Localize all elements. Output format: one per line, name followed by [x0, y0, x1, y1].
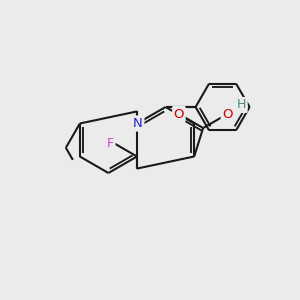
Text: N: N — [133, 117, 143, 130]
Text: O: O — [174, 107, 184, 121]
Text: H: H — [237, 98, 246, 112]
Text: F: F — [107, 137, 114, 150]
Text: O: O — [222, 107, 233, 121]
